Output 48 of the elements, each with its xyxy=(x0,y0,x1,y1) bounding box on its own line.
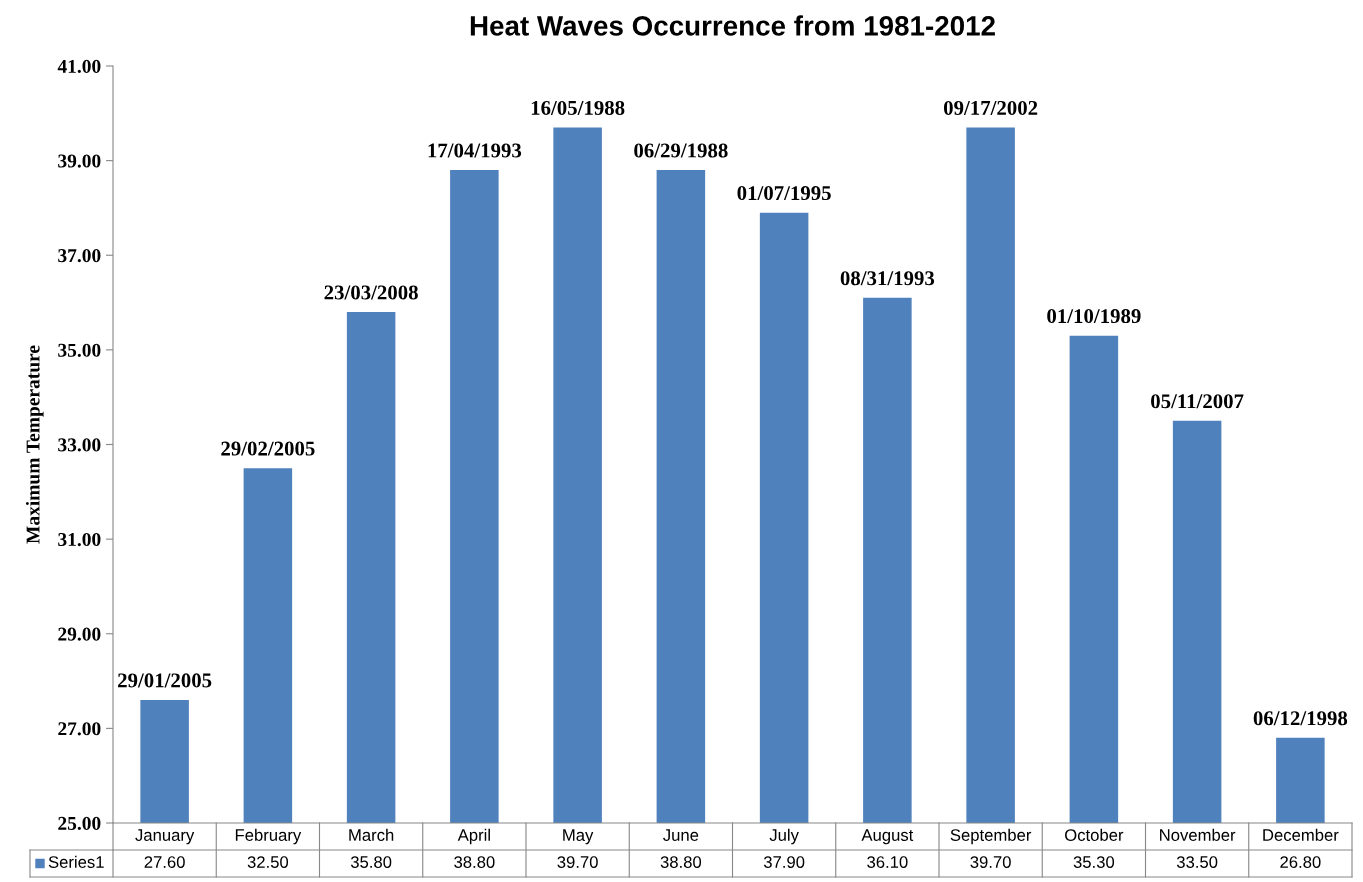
annotation: 06/29/1988 xyxy=(634,143,728,158)
annotation: 17/04/1993 xyxy=(428,143,522,158)
x-tick-label: March xyxy=(349,828,394,841)
annotation: 08/31/1993 xyxy=(840,271,935,286)
y-tick-label: 35.00 xyxy=(58,343,101,357)
x-tick-label: November xyxy=(1160,828,1236,841)
annotation: 01/10/1989 xyxy=(1047,309,1141,324)
x-tick-label: May xyxy=(563,829,594,845)
x-tick-label: August xyxy=(861,829,914,845)
y-tick-label: 27.00 xyxy=(58,722,101,736)
x-tick-label: February xyxy=(235,828,302,845)
data-label: 38.80 xyxy=(660,856,702,868)
y-tick-label: 25.00 xyxy=(58,816,101,831)
x-tick-label: October xyxy=(1065,828,1124,841)
annotation: 23/03/2008 xyxy=(324,285,418,300)
x-tick-label: January xyxy=(135,829,195,845)
annotation: 29/02/2005 xyxy=(221,441,315,456)
annotation: 01/07/1995 xyxy=(737,186,831,201)
x-tick-label: April xyxy=(457,828,490,845)
annotation: 16/05/1988 xyxy=(531,100,625,115)
chart-title: Heat Waves Occurrence from 1981-2012 xyxy=(470,15,995,36)
data-label: 26.80 xyxy=(1280,856,1321,868)
x-tick-label: June xyxy=(663,829,699,841)
y-tick-label: 41.00 xyxy=(57,59,101,74)
data-label: 33.50 xyxy=(1176,856,1218,868)
data-label: 36.10 xyxy=(867,856,908,868)
x-tick-label: July xyxy=(769,828,799,845)
annotation: 06/12/1998 xyxy=(1253,711,1348,726)
annotation: 09/17/2002 xyxy=(943,100,1038,115)
data-label: 35.30 xyxy=(1073,856,1115,868)
y-axis-title: Maximum Temperature xyxy=(25,345,44,544)
data-label: 27.60 xyxy=(144,856,185,868)
data-label: 37.90 xyxy=(763,856,805,868)
y-tick-label: 33.00 xyxy=(58,438,101,452)
y-tick-label: 39.00 xyxy=(58,154,101,168)
annotation: 29/01/2005 xyxy=(118,673,212,688)
y-tick-label: 29.00 xyxy=(58,627,101,641)
data-label: 38.80 xyxy=(454,856,495,868)
data-label: 35.80 xyxy=(350,856,392,868)
data-label: 39.70 xyxy=(970,856,1011,868)
data-label: 32.50 xyxy=(247,856,289,868)
data-label: 39.70 xyxy=(557,856,598,868)
legend-label: Series1 xyxy=(48,855,104,868)
annotation: 05/11/2007 xyxy=(1151,394,1244,409)
x-tick-label: December xyxy=(1263,828,1339,841)
x-tick-label: September xyxy=(950,828,1032,845)
y-tick-label: 31.00 xyxy=(58,532,101,547)
y-tick-label: 37.00 xyxy=(58,249,101,263)
